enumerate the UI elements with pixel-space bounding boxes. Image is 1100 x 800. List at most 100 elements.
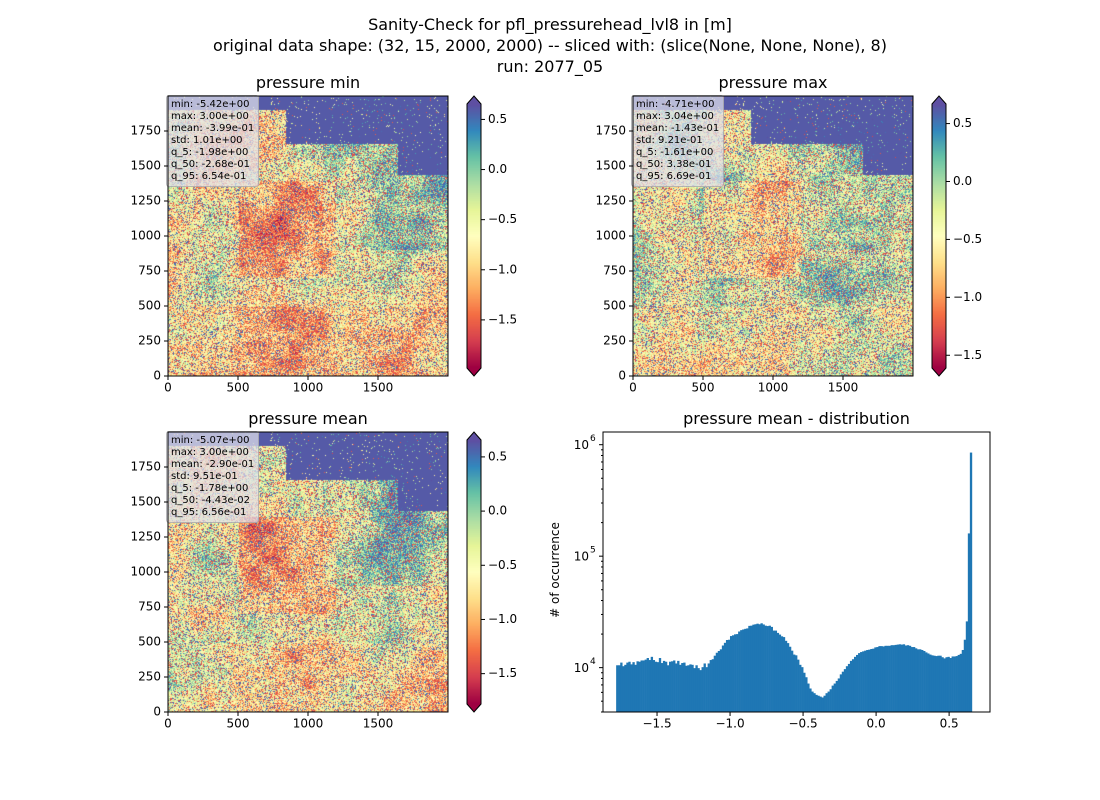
y-tick-label: 1000 bbox=[130, 229, 161, 243]
histogram-bar bbox=[904, 645, 908, 712]
histogram-bar bbox=[870, 648, 873, 712]
histogram-bar bbox=[912, 647, 916, 712]
colorbar-tick-label: 0.0 bbox=[488, 162, 507, 176]
histogram-bar bbox=[691, 664, 694, 712]
histogram-bar bbox=[872, 648, 875, 712]
y-tick-exponent: 5 bbox=[590, 546, 596, 556]
histogram-bar bbox=[658, 658, 662, 712]
histogram-bar bbox=[780, 636, 784, 712]
stats-line: std: 9.21e-01 bbox=[636, 135, 703, 146]
histogram-bar bbox=[778, 634, 782, 712]
histogram-bar bbox=[849, 660, 853, 712]
histogram-bar bbox=[640, 660, 643, 712]
histogram-bar bbox=[843, 669, 847, 712]
histogram-bar bbox=[801, 667, 804, 712]
y-tick-label: 750 bbox=[138, 600, 161, 614]
histogram-bar bbox=[683, 662, 686, 712]
histogram-bar bbox=[784, 640, 788, 712]
histogram-bar bbox=[856, 654, 859, 712]
x-tick-label: 0.0 bbox=[867, 717, 886, 731]
y-tick-label: 500 bbox=[138, 635, 161, 649]
histogram-bar bbox=[725, 639, 729, 712]
histogram-bar bbox=[790, 650, 794, 712]
colorbar-tick-label: −0.5 bbox=[488, 212, 517, 226]
histogram-bar bbox=[709, 660, 712, 712]
histogram-bar bbox=[807, 683, 810, 712]
histogram-bar bbox=[768, 625, 771, 712]
histogram-bar bbox=[666, 665, 670, 712]
y-tick-label: 1250 bbox=[595, 194, 626, 208]
histogram-bar bbox=[965, 621, 969, 712]
colorbar-tick-label: −1.5 bbox=[953, 348, 982, 362]
histogram-bar bbox=[642, 660, 645, 712]
stats-box-pressure-max: min: -4.71e+00 max: 3.04e+00 mean: -1.43… bbox=[631, 95, 725, 187]
histogram-bar bbox=[876, 647, 879, 712]
colorbar-pressure-max bbox=[932, 104, 946, 368]
histogram-bar bbox=[931, 655, 934, 712]
histogram-bar bbox=[681, 663, 684, 712]
histogram-bar bbox=[648, 660, 652, 712]
histogram-bar bbox=[662, 660, 666, 712]
histogram-bar bbox=[756, 623, 759, 712]
histogram-bar bbox=[923, 651, 926, 712]
histogram-bar bbox=[774, 630, 778, 712]
histogram-bar bbox=[847, 663, 851, 712]
histogram-bar bbox=[878, 646, 881, 712]
histogram-bar bbox=[929, 654, 932, 712]
histogram-bar bbox=[858, 653, 861, 712]
histogram-bar bbox=[902, 644, 906, 712]
stats-line: max: 3.04e+00 bbox=[636, 111, 714, 122]
histogram-bar bbox=[951, 656, 954, 712]
colorbar-tick-label: 0.0 bbox=[953, 174, 972, 188]
colorbar-extend-top bbox=[467, 432, 481, 440]
x-tick-label: −1.5 bbox=[642, 717, 671, 731]
histogram-bar bbox=[675, 663, 678, 712]
stats-line: mean: -2.90e-01 bbox=[171, 459, 255, 470]
histogram-bar bbox=[727, 639, 731, 712]
panel-title-pressure-max: pressure max bbox=[718, 73, 828, 92]
x-tick-label: 0 bbox=[629, 381, 637, 395]
y-tick-label: 1500 bbox=[130, 159, 161, 173]
histogram-bar bbox=[825, 693, 828, 712]
histogram-bar bbox=[685, 665, 688, 712]
histogram-bar bbox=[955, 656, 958, 712]
stats-line: max: 3.00e+00 bbox=[171, 111, 249, 122]
histogram-bar bbox=[654, 661, 658, 712]
histogram-bar bbox=[862, 651, 865, 712]
histogram-bar bbox=[853, 656, 857, 712]
histogram-bar bbox=[782, 637, 786, 712]
colorbar-extend-bottom bbox=[467, 368, 481, 376]
stats-line: min: -5.42e+00 bbox=[171, 99, 250, 110]
histogram-bar bbox=[668, 661, 672, 712]
y-tick-label: 500 bbox=[138, 299, 161, 313]
y-tick-label: 1000 bbox=[595, 229, 626, 243]
histogram-bar bbox=[630, 664, 633, 712]
y-tick-label: 0 bbox=[618, 369, 626, 383]
histogram-bar bbox=[921, 649, 924, 712]
histogram-bar bbox=[632, 662, 635, 712]
figure-title-line-1: Sanity-Check for pfl_pressurehead_lvl8 i… bbox=[368, 15, 732, 34]
histogram-bar bbox=[882, 646, 885, 712]
histogram-bar bbox=[646, 658, 649, 712]
histogram-bar bbox=[788, 646, 792, 712]
histogram-bar bbox=[634, 664, 637, 712]
stats-line: std: 1.01e+00 bbox=[171, 135, 243, 146]
histogram-bar bbox=[969, 452, 973, 712]
y-tick-exponent: 6 bbox=[590, 434, 596, 444]
y-tick-label: 250 bbox=[138, 334, 161, 348]
colorbar-extend-bottom bbox=[932, 368, 946, 376]
histogram-bar bbox=[851, 659, 855, 712]
histogram-bar bbox=[660, 663, 664, 712]
histogram-bar bbox=[664, 661, 668, 712]
x-tick-label: 1500 bbox=[363, 381, 394, 395]
histogram-bar bbox=[729, 636, 733, 712]
histogram-bar bbox=[953, 656, 956, 712]
x-tick-label: 1500 bbox=[363, 717, 394, 731]
histogram-bar bbox=[624, 664, 627, 712]
histogram-bar bbox=[947, 656, 950, 712]
histogram-bar bbox=[937, 655, 940, 712]
histogram-bar bbox=[744, 628, 747, 712]
histogram-bar bbox=[884, 645, 887, 712]
colorbar-pressure-min bbox=[467, 104, 481, 368]
stats-line: q_5: -1.61e+00 bbox=[636, 147, 714, 158]
